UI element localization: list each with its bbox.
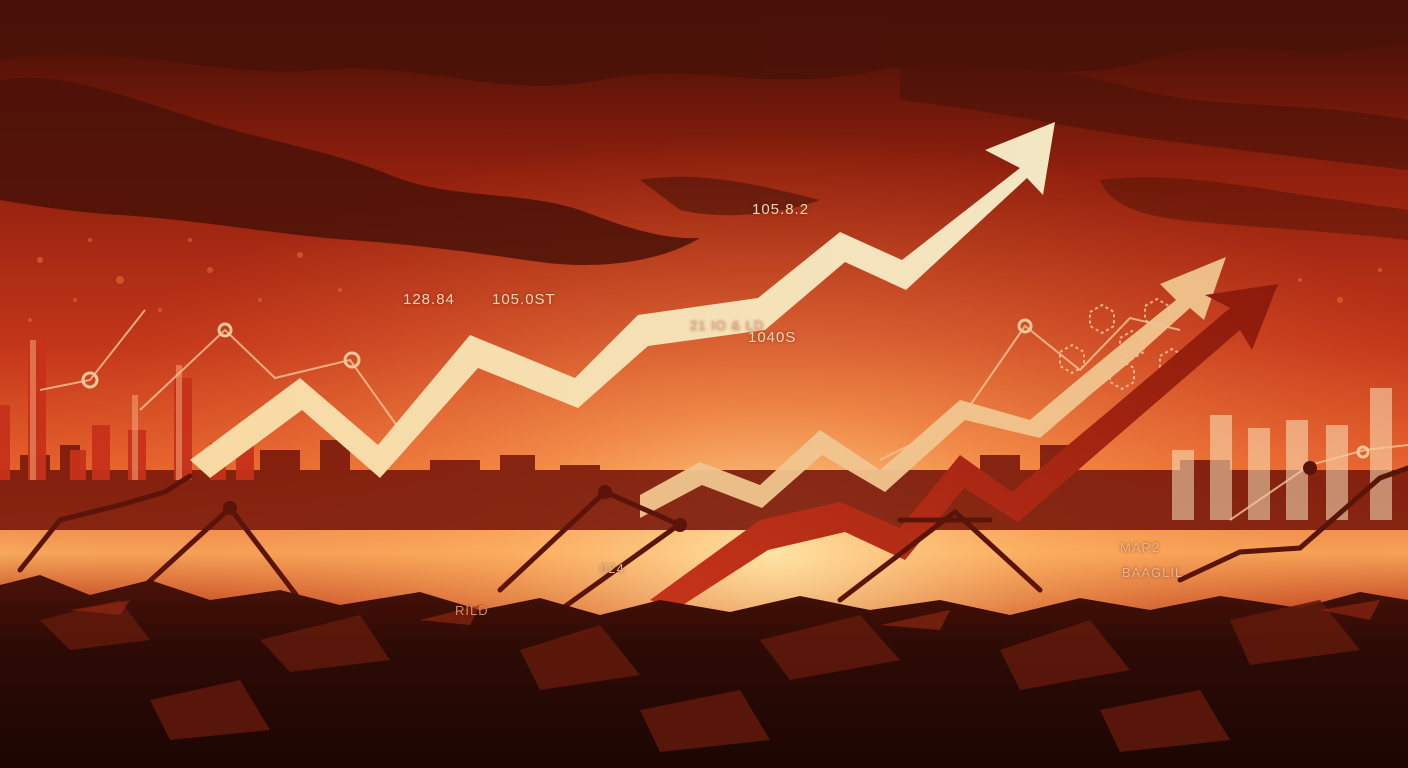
value-label-small: 21 IO & LD xyxy=(690,318,765,333)
value-label-left: 128.84 xyxy=(403,291,455,308)
secondary-trend-arrow-icon xyxy=(640,257,1226,518)
value-label-center: 1040S xyxy=(748,329,797,346)
ground-sign-label: RILD xyxy=(455,603,489,618)
value-label-right-a: MAR2 xyxy=(1120,540,1161,555)
value-label-top: 105.8.2 xyxy=(752,201,810,218)
left-bar-chart-highlights xyxy=(30,340,182,480)
value-label-bottom-left: 024 xyxy=(600,561,625,576)
storm-clouds xyxy=(0,0,1408,266)
dark-trend-arrow-icon xyxy=(650,284,1278,610)
value-label-right-b: BAAGLIL xyxy=(1122,565,1184,580)
rubble-shards xyxy=(40,600,1360,752)
right-bar-chart xyxy=(1172,388,1392,520)
value-label-mid: 105.0ST xyxy=(492,291,556,308)
line-chart-nodes xyxy=(81,318,1370,459)
crane-joints xyxy=(223,461,1317,532)
ember-speckles xyxy=(28,238,1382,322)
rubble-highlights xyxy=(70,600,1380,630)
